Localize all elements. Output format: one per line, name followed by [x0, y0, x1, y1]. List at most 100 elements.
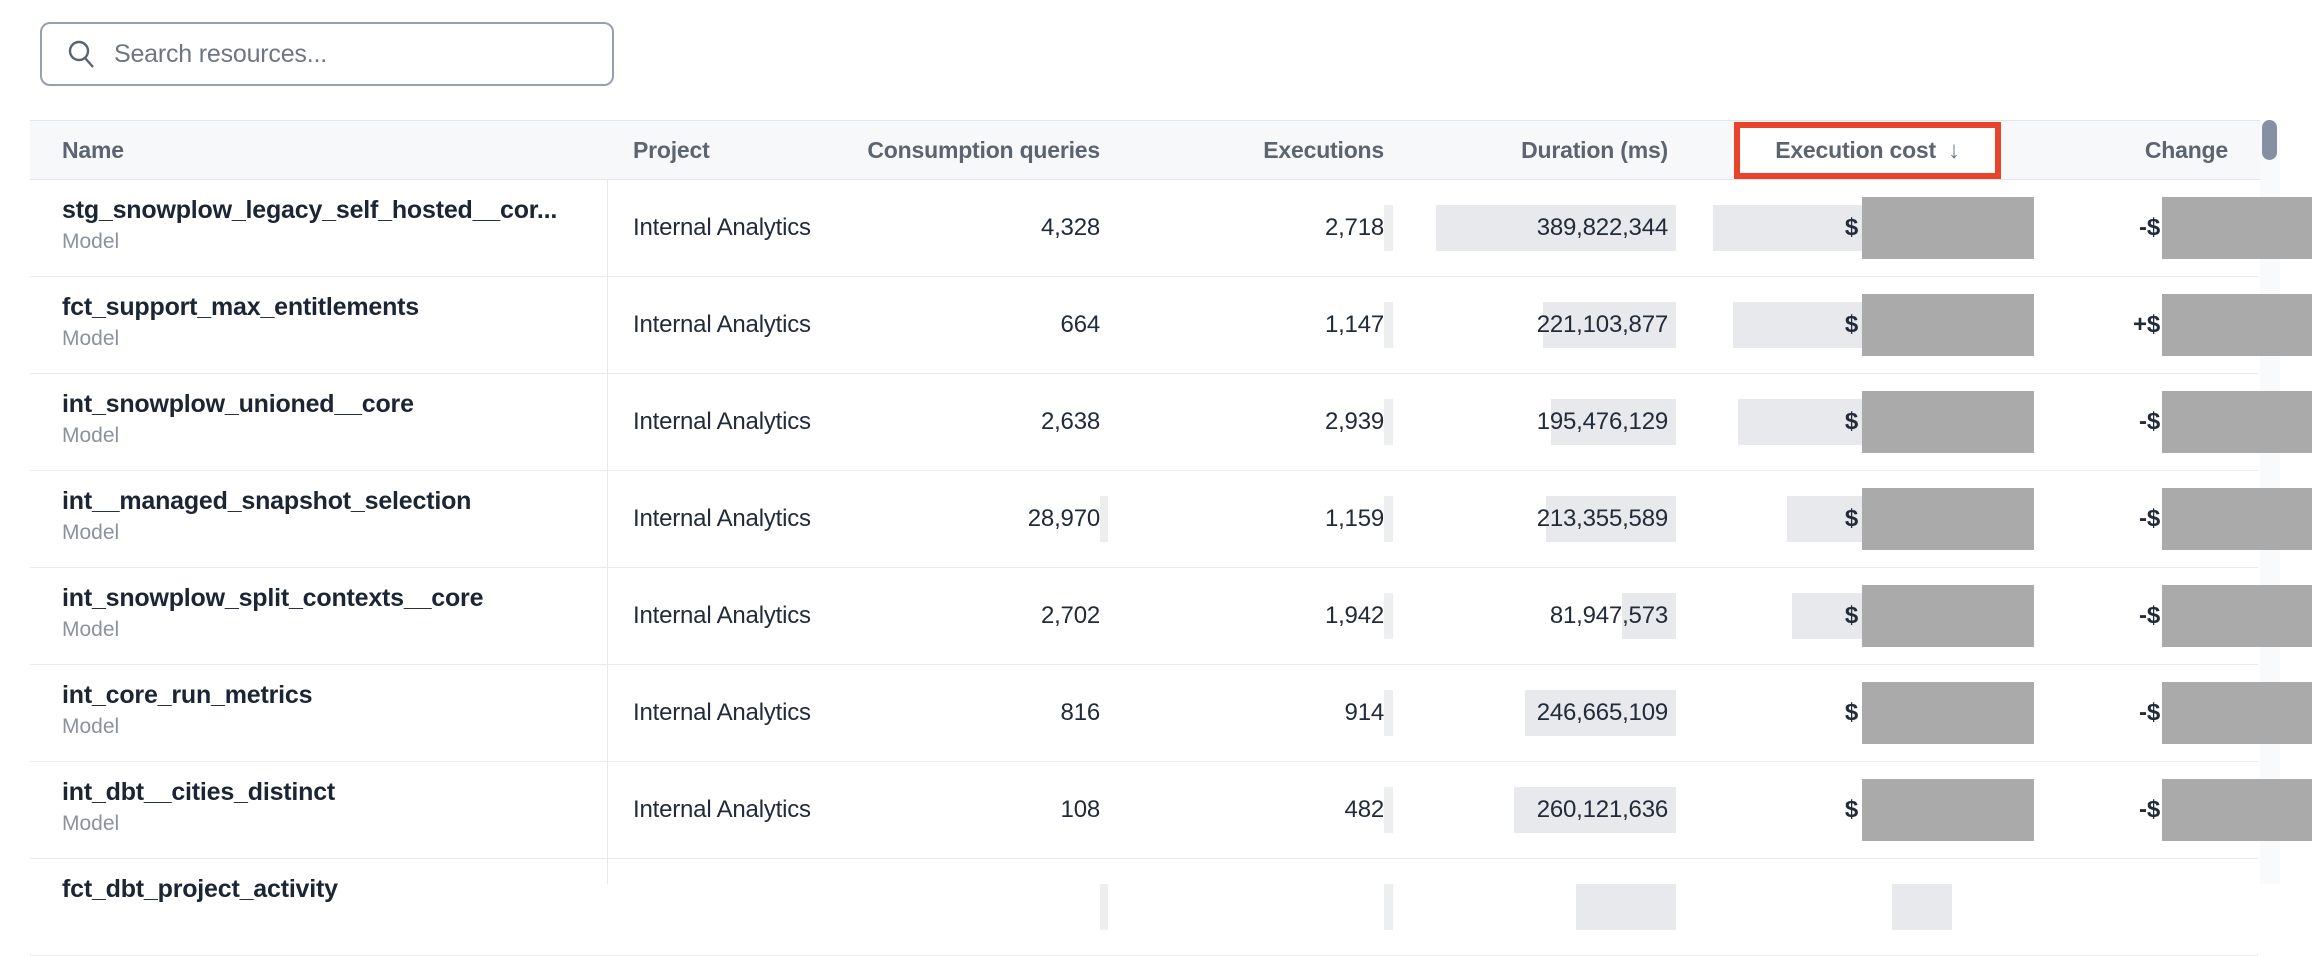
column-header-execution-cost-highlight-box[interactable]: Execution cost ↓ — [1734, 122, 2001, 179]
consumption-queries-cell: 28,970 — [1027, 504, 1100, 532]
execution-cost-highlight — [1733, 302, 1862, 348]
table-row[interactable]: fct_support_max_entitlements Model Inter… — [30, 277, 2312, 374]
consumption-queries-cell — [850, 859, 1100, 954]
project-cell: Internal Analytics — [633, 504, 811, 532]
change-redaction-box — [2162, 585, 2312, 647]
resource-name-link[interactable]: stg_snowplow_legacy_self_hosted__cor... — [62, 196, 558, 224]
search-input[interactable]: Search resources... — [40, 22, 614, 86]
consumption-queries-cell: 664 — [1060, 310, 1101, 338]
execution-cost-prefix: $ — [1844, 310, 1858, 338]
change-prefix: -$ — [2139, 698, 2160, 726]
executions-cell: 1,159 — [1324, 504, 1384, 532]
resource-name-link[interactable]: int_dbt__cities_distinct — [62, 778, 336, 806]
table-body: stg_snowplow_legacy_self_hosted__cor... … — [30, 180, 2312, 956]
highlight-strip — [1384, 593, 1393, 639]
table-row[interactable]: stg_snowplow_legacy_self_hosted__cor... … — [30, 180, 2312, 277]
duration-cell: 213,355,589 — [1536, 504, 1668, 532]
resource-type-label: Model — [62, 230, 120, 253]
column-header-project[interactable]: Project — [633, 136, 710, 163]
change-redaction-box — [2162, 391, 2312, 453]
resource-name-link[interactable]: fct_support_max_entitlements — [62, 293, 419, 321]
execution-cost-redaction-box — [1862, 197, 2034, 259]
column-header-consumption-queries[interactable]: Consumption queries — [867, 136, 1100, 163]
resource-name-link[interactable]: int_snowplow_unioned__core — [62, 390, 414, 418]
highlight-strip — [1384, 302, 1393, 348]
executions-cell: 914 — [1344, 698, 1385, 726]
scrollbar-thumb[interactable] — [2262, 120, 2277, 160]
executions-cell: 1,942 — [1324, 601, 1384, 629]
change-prefix: -$ — [2139, 504, 2160, 532]
resource-name-link[interactable]: fct_dbt_project_activity — [62, 875, 338, 903]
column-header-change[interactable]: Change — [2144, 136, 2228, 163]
execution-cost-prefix: $ — [1844, 407, 1858, 435]
change-prefix: +$ — [2133, 310, 2160, 338]
column-header-duration[interactable]: Duration (ms) — [1521, 136, 1668, 163]
consumption-queries-cell: 4,328 — [1040, 213, 1100, 241]
execution-cost-prefix — [1730, 859, 1858, 954]
execution-cost-redaction-box — [1862, 294, 2034, 356]
resource-type-label: Model — [62, 521, 120, 544]
duration-cell: 195,476,129 — [1536, 407, 1668, 435]
table-row[interactable]: int__managed_snapshot_selection Model In… — [30, 471, 2312, 568]
table-header: Name Project Consumption queries Executi… — [30, 120, 2260, 180]
execution-cost-prefix: $ — [1844, 601, 1858, 629]
duration-highlight — [1622, 593, 1676, 639]
table-row[interactable]: int_snowplow_unioned__core Model Interna… — [30, 374, 2312, 471]
highlight-strip — [1384, 205, 1393, 251]
execution-cost-highlight — [1892, 884, 1952, 930]
table-row[interactable]: int_core_run_metrics Model Internal Anal… — [30, 665, 2312, 762]
consumption-queries-cell: 2,702 — [1040, 601, 1100, 629]
execution-cost-redaction-box — [1862, 391, 2034, 453]
project-cell: Internal Analytics — [633, 795, 811, 823]
duration-cell: 81,947,573 — [1549, 601, 1668, 629]
table-row[interactable]: int_snowplow_split_contexts__core Model … — [30, 568, 2312, 665]
execution-cost-highlight — [1738, 399, 1862, 445]
column-divider — [607, 120, 608, 884]
consumption-queries-cell: 108 — [1060, 795, 1101, 823]
column-header-execution-cost[interactable]: Execution cost — [1775, 137, 1936, 163]
execution-cost-redaction-box — [1862, 585, 2034, 647]
executions-cell: 2,939 — [1324, 407, 1384, 435]
highlight-strip — [1384, 496, 1393, 542]
duration-highlight — [1525, 690, 1676, 736]
resource-name-link[interactable]: int_core_run_metrics — [62, 681, 313, 709]
highlight-strip — [1384, 787, 1393, 833]
execution-cost-redaction-box — [1862, 488, 2034, 550]
duration-cell: 389,822,344 — [1536, 213, 1668, 241]
resource-name-link[interactable]: int_snowplow_split_contexts__core — [62, 584, 484, 612]
duration-highlight — [1514, 787, 1676, 833]
duration-highlight — [1436, 205, 1676, 251]
resource-type-label: Model — [62, 812, 120, 835]
execution-cost-redaction-box — [1862, 779, 2034, 841]
consumption-queries-cell: 2,638 — [1040, 407, 1100, 435]
resource-name-link[interactable]: int__managed_snapshot_selection — [62, 487, 472, 515]
duration-highlight — [1551, 399, 1676, 445]
duration-cell: 246,665,109 — [1536, 698, 1668, 726]
duration-cell: 260,121,636 — [1536, 795, 1668, 823]
highlight-strip — [1384, 399, 1393, 445]
project-cell: Internal Analytics — [633, 601, 811, 629]
duration-highlight — [1546, 496, 1676, 542]
change-redaction-box — [2162, 488, 2312, 550]
project-cell: Internal Analytics — [633, 310, 811, 338]
table-row[interactable]: fct_dbt_project_activity — [30, 859, 2258, 956]
duration-highlight — [1543, 302, 1676, 348]
execution-cost-prefix: $ — [1844, 698, 1858, 726]
sort-descending-icon: ↓ — [1947, 136, 1960, 164]
duration-cell — [1410, 859, 1668, 954]
resource-type-label: Model — [62, 327, 120, 350]
change-redaction-box — [2162, 197, 2312, 259]
column-header-executions[interactable]: Executions — [1263, 136, 1384, 163]
change-prefix: -$ — [2139, 213, 2160, 241]
change-redaction-box — [2162, 682, 2312, 744]
resource-type-label: Model — [62, 424, 120, 447]
execution-cost-prefix: $ — [1844, 213, 1858, 241]
execution-cost-prefix: $ — [1844, 504, 1858, 532]
column-header-name[interactable]: Name — [62, 136, 124, 163]
highlight-strip — [1384, 690, 1393, 736]
change-prefix — [2030, 859, 2160, 954]
table-row[interactable]: int_dbt__cities_distinct Model Internal … — [30, 762, 2312, 859]
change-prefix: -$ — [2139, 795, 2160, 823]
execution-cost-highlight — [1787, 496, 1862, 542]
change-redaction-box — [2162, 294, 2312, 356]
